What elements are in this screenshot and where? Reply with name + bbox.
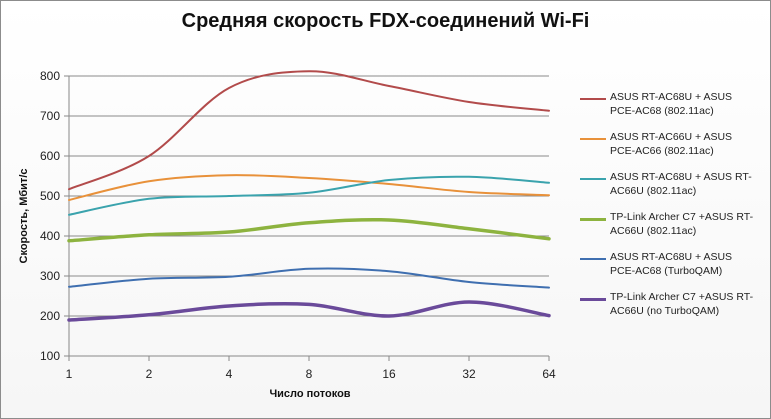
x-tick-label: 32 [462, 367, 476, 381]
x-tick-label: 2 [146, 367, 153, 381]
legend-swatch [580, 98, 606, 100]
series-line [68, 267, 550, 289]
legend-swatch [580, 138, 606, 140]
x-tick-label: 16 [382, 367, 396, 381]
y-tick-label: 400 [40, 229, 60, 243]
legend-label: TP-Link Archer C7 +ASUS RT-AC66U (802.11… [610, 211, 754, 237]
legend-label: ASUS RT-AC68U + ASUS PCE-AC68 (802.11ac) [610, 91, 733, 117]
series-line [68, 174, 550, 201]
legend-swatch [580, 298, 606, 301]
x-tick-label: 4 [226, 367, 233, 381]
legend-label: ASUS RT-AC68U + ASUS PCE-AC68 (TurboQAM) [610, 251, 733, 277]
y-tick-label: 500 [40, 189, 60, 203]
legend-item: TP-Link Archer C7 +ASUS RT-AC66U (802.11… [580, 206, 765, 246]
x-tick-label: 8 [306, 367, 313, 381]
legend-swatch [580, 178, 606, 180]
y-tick-label: 600 [40, 149, 60, 163]
legend-label: ASUS RT-AC66U + ASUS PCE-AC66 (802.11ac) [610, 131, 733, 157]
y-axis-label: Скорость, Мбит/с [18, 169, 30, 264]
legend-item: ASUS RT-AC68U + ASUS PCE-AC68 (TurboQAM) [580, 246, 765, 286]
y-tick-label: 300 [40, 269, 60, 283]
y-tick-label: 700 [40, 109, 60, 123]
chart-title: Средняя скорость FDX-соединений Wi-Fi [181, 10, 590, 32]
legend-item: TP-Link Archer C7 +ASUS RT-AC66U (no Tur… [580, 286, 765, 326]
y-tick-label: 100 [40, 349, 60, 363]
legend-swatch [580, 218, 606, 221]
series-line [68, 175, 550, 216]
y-tick-label: 800 [40, 69, 60, 83]
legend-item: ASUS RT-AC68U + ASUS RT-AC66U (802.11ac) [580, 166, 765, 206]
y-tick-label: 200 [40, 309, 60, 323]
legend-label: TP-Link Archer C7 +ASUS RT-AC66U (no Tur… [610, 291, 754, 317]
legend-item: ASUS RT-AC66U + ASUS PCE-AC66 (802.11ac) [580, 126, 765, 166]
legend-item: ASUS RT-AC68U + ASUS PCE-AC68 (802.11ac) [580, 86, 765, 126]
series-line [67, 217, 551, 243]
x-axis-label: Число потоков [269, 388, 350, 400]
series-line [67, 300, 551, 322]
x-tick-label: 1 [66, 367, 73, 381]
x-tick-label: 64 [542, 367, 556, 381]
legend-swatch [580, 258, 606, 260]
legend-label: ASUS RT-AC68U + ASUS RT-AC66U (802.11ac) [610, 171, 752, 197]
series-line [68, 70, 550, 191]
